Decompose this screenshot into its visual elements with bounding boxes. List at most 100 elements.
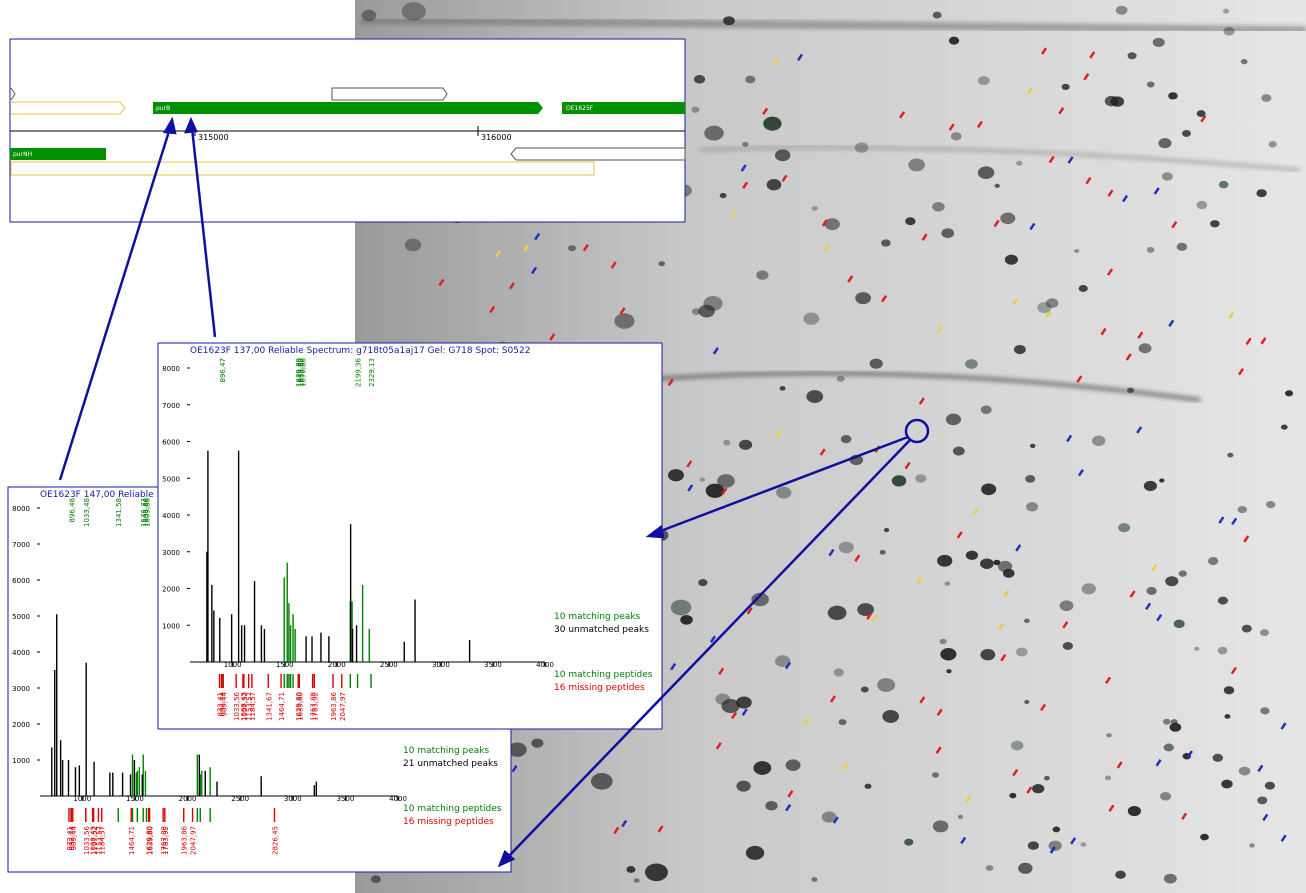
- gel-spot: [1024, 619, 1030, 623]
- gel-spot: [1219, 181, 1229, 188]
- gel-spot: [1053, 827, 1061, 833]
- y-tick-label: 6000: [12, 577, 30, 585]
- gel-spot: [880, 550, 886, 555]
- gel-spot: [904, 839, 913, 846]
- x-tick-label: 4000: [389, 795, 407, 803]
- gel-spot: [933, 12, 942, 19]
- gel-spot: [700, 478, 705, 482]
- x-tick-label: 2000: [179, 795, 197, 803]
- x-tick-label: 2000: [328, 661, 346, 669]
- gel-spot: [1208, 557, 1218, 565]
- gel-spot: [828, 606, 847, 620]
- gel-spot: [1261, 94, 1271, 102]
- legend-entry: 16 missing peptides: [554, 683, 645, 693]
- gel-spot: [1011, 741, 1024, 751]
- gel-spot: [951, 132, 962, 140]
- gene-label: purNH: [13, 151, 32, 158]
- gel-spot: [1147, 81, 1155, 87]
- gel-spot: [1092, 436, 1105, 446]
- gel-spot: [1044, 776, 1050, 780]
- peptide-label: 1341,67: [265, 692, 273, 721]
- peak-label: 896,47: [219, 358, 227, 383]
- x-tick-label: 3000: [284, 795, 302, 803]
- peak-label: 896,48: [68, 498, 76, 523]
- gel-spot: [855, 292, 871, 304]
- gel-spot: [981, 406, 992, 414]
- x-tick-label: 1000: [224, 661, 242, 669]
- gel-spot: [1026, 502, 1038, 511]
- spectrum-panel: OE1623F 137,00 Reliable Spectrum: g718t0…: [158, 343, 662, 729]
- legend-entry: 10 matching peptides: [554, 670, 653, 680]
- legend-entry: 10 matching peptides: [403, 804, 502, 814]
- gel-spot: [402, 2, 426, 20]
- gel-spot: [1265, 782, 1275, 790]
- gel-spot: [1266, 501, 1275, 508]
- gel-spot: [1174, 620, 1185, 628]
- gel-spot: [1074, 249, 1079, 253]
- gene-label: purB: [156, 105, 170, 112]
- gel-spot: [680, 615, 692, 625]
- gel-spot: [691, 107, 699, 113]
- gel-spot: [1171, 719, 1178, 724]
- gel-spot: [746, 846, 764, 860]
- gel-spot: [1118, 523, 1130, 532]
- gel-spot: [1163, 719, 1171, 725]
- y-tick-label: 6000: [162, 439, 180, 447]
- gel-spot: [1162, 172, 1173, 180]
- peak-label: 1670,86: [300, 357, 308, 386]
- legend-entry: 16 missing peptides: [403, 817, 494, 827]
- peptide-label: 1639,80: [296, 692, 304, 721]
- gel-spot: [892, 475, 907, 486]
- gel-spot: [1146, 587, 1156, 595]
- gel-spot: [668, 469, 684, 481]
- gel-spot: [884, 528, 889, 532]
- gel-spot: [723, 440, 730, 446]
- gel-spot: [861, 686, 869, 692]
- gel-spot: [780, 386, 786, 391]
- gel-spot: [1048, 841, 1061, 851]
- gel-spot: [980, 649, 995, 660]
- gel-spot: [946, 669, 951, 673]
- gel-spot: [1269, 141, 1277, 147]
- gel-spot: [706, 484, 725, 498]
- genome-browser: purB OE1625F 315000 316000 purNH: [10, 39, 685, 222]
- gel-spot: [837, 376, 845, 382]
- gel-spot: [1260, 707, 1269, 714]
- peptide-label: 2047,97: [339, 692, 347, 721]
- legend-entry: 10 matching peaks: [403, 746, 490, 756]
- peak-label: 1609,86: [143, 497, 151, 526]
- peptide-label: 1963,86: [330, 691, 338, 720]
- gel-spot: [978, 76, 990, 85]
- y-tick-label: 3000: [162, 549, 180, 557]
- gel-spot: [978, 166, 994, 179]
- gel-spot: [870, 359, 883, 369]
- peptide-label: 909,44: [220, 691, 228, 716]
- peptide-label: 909,44: [70, 825, 78, 850]
- gel-spot: [811, 877, 817, 882]
- gel-spot: [1009, 793, 1016, 798]
- canvas: purB OE1625F 315000 316000 purNH OE1623F…: [0, 0, 1306, 893]
- gel-spot: [905, 217, 915, 225]
- gel-spot: [1218, 647, 1228, 655]
- gel-spot: [937, 555, 952, 567]
- gel-spot: [1194, 647, 1199, 651]
- gel-spot: [908, 159, 925, 172]
- gel-spot: [698, 305, 714, 318]
- gel-spot: [753, 761, 771, 775]
- gel-spot: [1127, 388, 1134, 393]
- gel-spot: [775, 149, 790, 161]
- y-tick-label: 2000: [12, 721, 30, 729]
- gel-spot: [1082, 583, 1096, 594]
- gel-spot: [756, 270, 768, 279]
- gel-spot: [405, 238, 422, 251]
- gel-spot: [882, 710, 899, 723]
- gel-spot: [1003, 569, 1015, 578]
- x-tick-label: 2500: [231, 795, 249, 803]
- gel-spot: [915, 474, 926, 483]
- x-tick-label: 1500: [126, 795, 144, 803]
- x-tick-label: 3500: [484, 661, 502, 669]
- legend-entry: 21 unmatched peaks: [403, 759, 498, 769]
- gel-spot: [723, 16, 735, 25]
- gel-spot: [721, 699, 739, 713]
- gel-spot: [941, 228, 954, 238]
